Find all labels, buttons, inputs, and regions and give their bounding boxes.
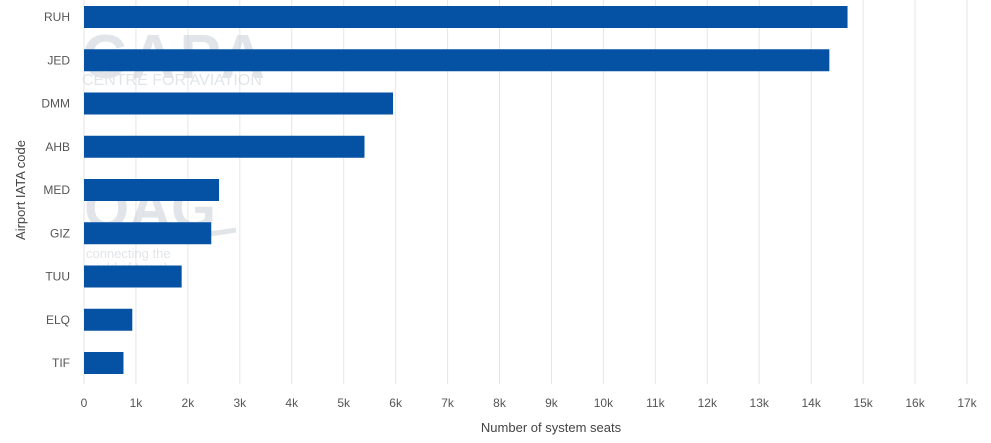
y-tick-label: AHB (45, 140, 70, 154)
x-tick-label: 6k (389, 396, 403, 410)
x-tick-label: 10k (594, 396, 614, 410)
y-tick-label: RUH (44, 10, 70, 24)
bar-giz[interactable] (84, 222, 212, 245)
oag-tagline-1: connecting the (86, 246, 171, 261)
x-tick-label: 5k (337, 396, 351, 410)
y-tick-label: TUU (45, 270, 70, 284)
y-tick-label: MED (43, 183, 70, 197)
y-tick-label: TIF (52, 356, 70, 370)
y-tick-label: GIZ (50, 226, 70, 240)
x-axis-title: Number of system seats (481, 420, 622, 435)
bar-ahb[interactable] (84, 135, 365, 158)
x-tick-label: 4k (285, 396, 299, 410)
x-tick-label: 13k (750, 396, 770, 410)
y-tick-label: ELQ (46, 313, 70, 327)
x-tick-label: 9k (545, 396, 559, 410)
x-tick-labels: 0 1k 2k 3k 4k 5k 6k 7k 8k 9k 10k 11k 12k 13k 14k 15k 16k… (81, 396, 978, 410)
x-tick-label: 12k (698, 396, 718, 410)
x-tick-label: 0 (81, 396, 88, 410)
bar-med[interactable] (84, 179, 220, 201)
x-tick-label: 2k (182, 396, 196, 410)
x-tick-label: 1k (130, 396, 144, 410)
y-tick-labels: RUH JED DMM AHB MED GIZ TUU ELQ TIF (41, 10, 70, 370)
bar-ruh[interactable] (84, 6, 848, 28)
x-tick-label: 17k (957, 396, 977, 410)
y-tick-label: DMM (41, 97, 70, 111)
x-tick-label: 3k (233, 396, 247, 410)
bar-tuu[interactable] (84, 265, 182, 288)
x-tick-label: 8k (493, 396, 507, 410)
y-tick-label: JED (47, 53, 70, 67)
y-axis-title: Airport IATA code (13, 140, 28, 240)
x-tick-label: 14k (801, 396, 821, 410)
capa-tagline: CENTRE FOR AVIATION (82, 72, 262, 89)
x-tick-label: 11k (646, 396, 665, 410)
bars (84, 6, 848, 374)
bar-jed[interactable] (84, 49, 830, 72)
bar-dmm[interactable] (84, 92, 394, 115)
bar-elq[interactable] (84, 308, 133, 331)
x-tick-label: 15k (853, 396, 873, 410)
x-tick-label: 16k (905, 396, 925, 410)
x-tick-label: 7k (441, 396, 455, 410)
bar-tif[interactable] (84, 352, 124, 374)
